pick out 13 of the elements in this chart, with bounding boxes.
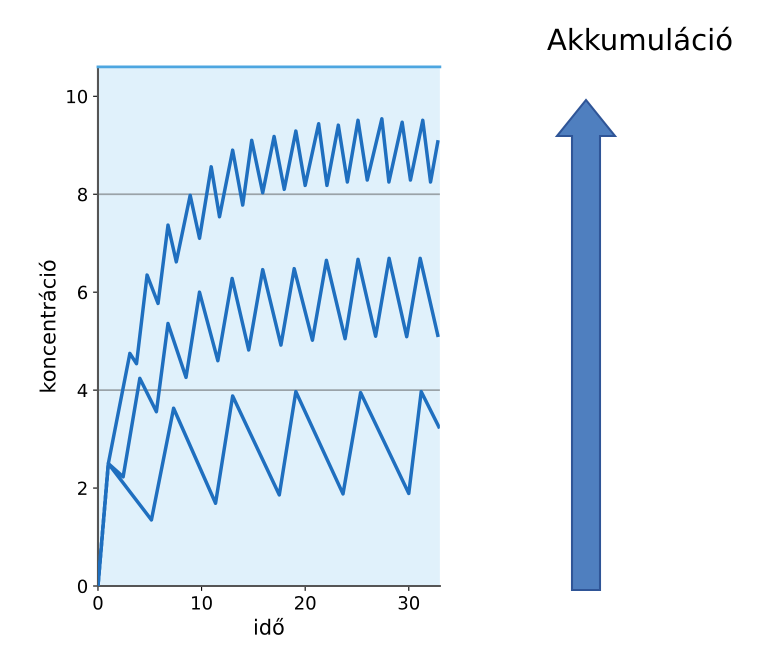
y-tick-label: 0 — [78, 579, 88, 594]
y-axis-title: koncentráció — [38, 260, 56, 392]
x-axis-title: idő — [255, 618, 284, 635]
y-tick-label: 10 — [67, 90, 88, 104]
x-tick-label: 20 — [295, 596, 316, 610]
y-tick-label: 2 — [78, 482, 86, 495]
y-tick-label: 8 — [78, 188, 88, 202]
text: Akkumuláció — [547, 26, 732, 50]
y-tick-label: 6 — [78, 286, 88, 300]
x-tick-label: 30 — [398, 596, 420, 610]
y-tick-label: 4 — [78, 384, 88, 397]
x-tick-label: 10 — [192, 596, 212, 610]
x-tick-label: 0 — [93, 596, 103, 610]
